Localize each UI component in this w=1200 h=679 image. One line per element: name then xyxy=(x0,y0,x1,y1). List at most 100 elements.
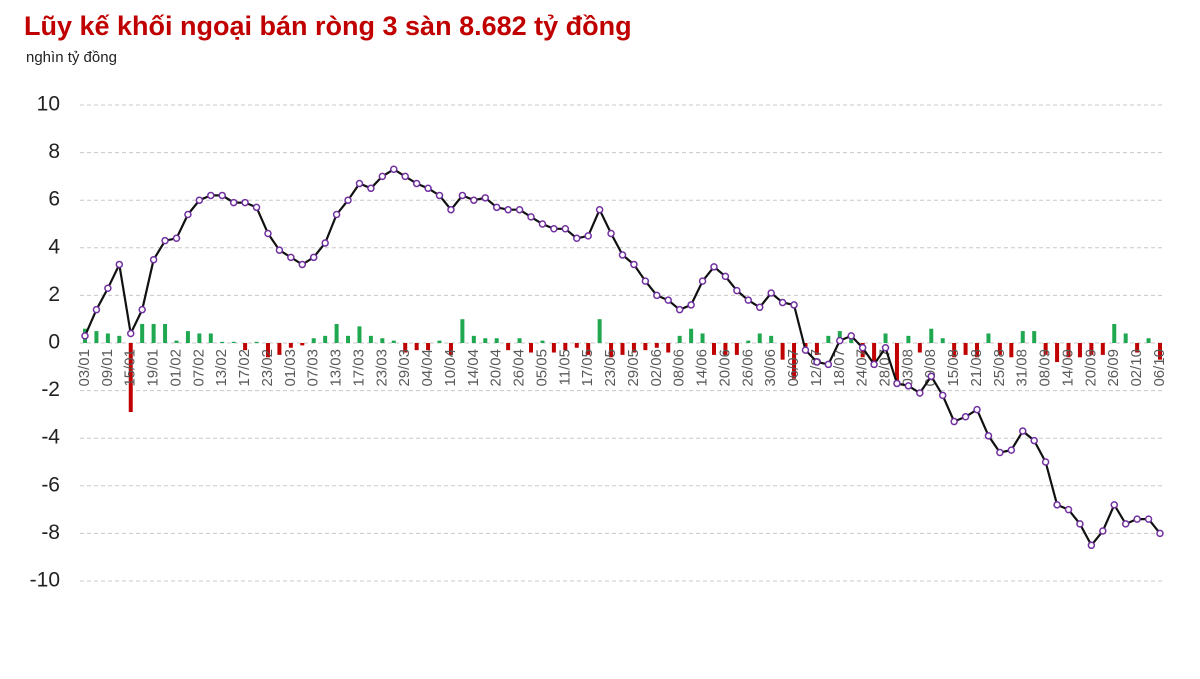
bar xyxy=(151,323,156,343)
bar xyxy=(872,343,877,363)
line-marker xyxy=(1133,515,1141,523)
bar xyxy=(597,319,602,343)
x-tick-label: 17/03 xyxy=(350,349,367,387)
x-tick-label: 06/10 xyxy=(1151,349,1168,387)
line-marker xyxy=(710,263,718,271)
bar xyxy=(346,335,351,343)
y-tick-label: -4 xyxy=(41,426,60,449)
line-marker xyxy=(881,344,890,352)
line-marker xyxy=(595,205,604,214)
x-tick-label: 07/02 xyxy=(190,349,207,387)
x-tick-label: 20/09 xyxy=(1082,349,1099,387)
bar xyxy=(609,343,614,358)
line-marker xyxy=(1053,501,1061,509)
line-marker xyxy=(836,336,844,345)
x-tick-label: 18/07 xyxy=(831,349,848,387)
line-marker xyxy=(367,184,375,193)
line-marker xyxy=(321,239,329,247)
bar xyxy=(323,335,328,343)
x-tick-label: 03/01 xyxy=(76,349,93,387)
x-tick-label: 29/05 xyxy=(625,349,642,387)
bar xyxy=(700,333,705,343)
bar xyxy=(689,328,694,343)
line-marker xyxy=(1144,515,1153,523)
bar xyxy=(540,340,545,343)
bar xyxy=(929,328,934,343)
x-tick-label: 29/03 xyxy=(396,349,413,387)
line-marker xyxy=(1110,501,1119,509)
chart-subtitle: nghìn tỷ đồng xyxy=(26,49,117,66)
line-marker xyxy=(824,360,833,369)
line-marker xyxy=(1019,427,1027,435)
line-marker xyxy=(1030,436,1038,445)
y-tick-label: -10 xyxy=(30,569,60,592)
line-marker xyxy=(275,246,284,254)
bar xyxy=(471,335,476,343)
bar xyxy=(631,343,636,353)
bar xyxy=(757,333,762,343)
bar xyxy=(460,319,465,343)
x-tick-label: 14/09 xyxy=(1059,349,1076,387)
line-marker xyxy=(1156,529,1164,538)
line-marker xyxy=(344,196,352,204)
bar xyxy=(769,335,774,343)
bar xyxy=(334,323,339,343)
line-marker xyxy=(984,432,993,440)
x-tick-label: 09/01 xyxy=(99,349,116,387)
x-tick-label: 02/10 xyxy=(1128,349,1145,387)
line-marker xyxy=(241,198,249,207)
bar xyxy=(940,338,945,343)
line-marker xyxy=(492,203,501,212)
bar xyxy=(814,343,819,355)
bar xyxy=(986,333,991,343)
bar xyxy=(1032,331,1037,343)
bar xyxy=(265,343,270,358)
bar xyxy=(711,343,716,355)
bar xyxy=(551,343,556,353)
x-tick-label: 20/04 xyxy=(488,349,505,387)
bar xyxy=(197,333,202,343)
bar xyxy=(997,343,1002,355)
line-marker xyxy=(378,172,387,181)
line-marker xyxy=(115,260,124,269)
x-tick-label: 08/06 xyxy=(671,349,688,387)
x-tick-label: 26/04 xyxy=(511,349,528,387)
bar xyxy=(357,326,362,343)
line-marker xyxy=(401,172,409,181)
bar xyxy=(1100,343,1105,355)
bar xyxy=(975,343,980,358)
line-marker xyxy=(412,179,421,188)
line-marker xyxy=(287,253,295,262)
x-tick-label: 23/03 xyxy=(373,349,390,387)
y-tick-label: 10 xyxy=(37,93,60,116)
x-tick-label: 05/05 xyxy=(533,349,550,387)
line-marker xyxy=(161,236,169,245)
bar xyxy=(105,333,110,343)
line-marker xyxy=(172,234,181,243)
x-tick-label: 10/04 xyxy=(442,349,459,387)
line-marker xyxy=(1076,520,1084,528)
line-marker xyxy=(687,301,695,309)
line-marker xyxy=(584,232,592,240)
line-marker xyxy=(641,277,650,285)
line-marker xyxy=(721,272,730,281)
line-marker xyxy=(504,205,512,214)
bar xyxy=(163,323,168,343)
bar xyxy=(1009,343,1014,358)
line-marker xyxy=(1007,446,1016,454)
x-tick-label: 14/04 xyxy=(465,349,482,387)
x-tick-label: 01/02 xyxy=(167,349,184,387)
line-marker xyxy=(149,255,158,264)
bar xyxy=(734,343,739,355)
x-tick-label: 30/06 xyxy=(762,349,779,387)
line-marker xyxy=(92,305,101,314)
y-tick-label: -2 xyxy=(41,378,60,401)
line-marker xyxy=(309,253,318,262)
line-marker xyxy=(778,298,787,307)
bar xyxy=(723,343,728,355)
line-marker xyxy=(298,260,307,269)
bar xyxy=(391,340,396,343)
bar xyxy=(620,343,625,355)
line-marker xyxy=(527,213,535,221)
